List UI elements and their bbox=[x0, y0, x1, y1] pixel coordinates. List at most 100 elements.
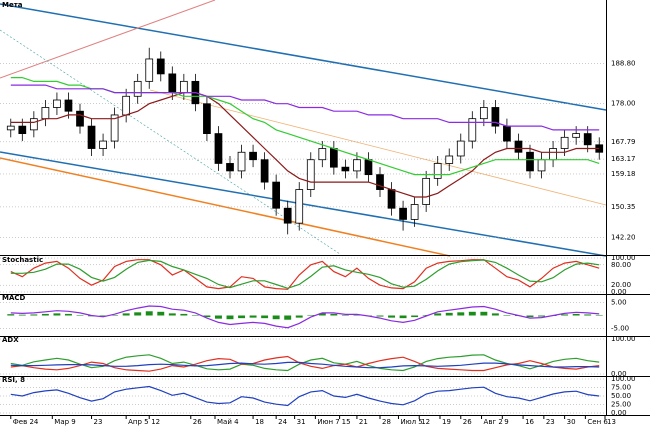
candle-body bbox=[168, 73, 177, 93]
y-tick-label: 100.00 bbox=[611, 335, 636, 343]
series-line bbox=[10, 92, 600, 198]
panel-title: Stochastic bbox=[2, 256, 43, 264]
y-tick-label: 50.00 bbox=[611, 392, 631, 400]
histogram-bar bbox=[422, 314, 430, 316]
candle-body bbox=[491, 107, 500, 127]
x-tick-label: 23 bbox=[94, 418, 103, 426]
trend-line bbox=[0, 0, 216, 79]
y-tick-label: 163.17 bbox=[611, 155, 636, 163]
y-tick-label: 159.18 bbox=[611, 170, 636, 178]
candle-body bbox=[110, 114, 119, 142]
candle-body bbox=[41, 107, 50, 120]
candle-body bbox=[387, 189, 396, 209]
candle-body bbox=[353, 159, 361, 172]
candle-body bbox=[283, 207, 292, 224]
histogram-bar bbox=[468, 311, 476, 316]
histogram-bar bbox=[411, 315, 419, 318]
histogram-bar bbox=[215, 315, 222, 319]
candle-body bbox=[237, 151, 246, 172]
y-tick-label: 80.00 bbox=[611, 261, 631, 269]
panel-title: Мета bbox=[2, 1, 23, 9]
x-tick-label: Июл 5 bbox=[400, 418, 422, 426]
trend-line bbox=[0, 3, 607, 111]
candle-body bbox=[226, 163, 234, 172]
histogram-bar bbox=[595, 314, 603, 316]
x-tick-label: 19 bbox=[442, 418, 451, 426]
candle-body bbox=[572, 133, 581, 138]
candle-body bbox=[53, 99, 61, 108]
histogram-bar bbox=[295, 315, 303, 318]
histogram-bar bbox=[145, 311, 153, 316]
series-line bbox=[10, 259, 600, 290]
y-tick-label: 167.79 bbox=[611, 138, 636, 146]
candle-body bbox=[122, 95, 131, 116]
panel-title: ADX bbox=[2, 336, 19, 344]
y-tick-label: 0.00 bbox=[611, 409, 627, 417]
x-tick-label: Июн 7 bbox=[317, 418, 339, 426]
histogram-bar bbox=[457, 312, 465, 316]
x-tick-label: Май 4 bbox=[217, 418, 239, 426]
histogram-bar bbox=[434, 313, 442, 316]
histogram-bar bbox=[203, 315, 211, 318]
x-tick-label: 26 bbox=[193, 418, 202, 426]
x-tick-label: 9 bbox=[504, 418, 508, 426]
histogram-bar bbox=[376, 315, 384, 317]
x-tick-label: 28 bbox=[382, 418, 391, 426]
histogram-bar bbox=[330, 313, 338, 316]
x-tick-label: 30 bbox=[567, 418, 576, 426]
histogram-bar bbox=[134, 312, 142, 316]
histogram-bar bbox=[168, 313, 176, 316]
y-tick-label: 188.80 bbox=[611, 59, 636, 67]
candle-body bbox=[87, 125, 96, 149]
candle-body bbox=[249, 151, 257, 161]
histogram-bar bbox=[191, 314, 199, 316]
histogram-bar bbox=[111, 314, 119, 316]
histogram-bar bbox=[226, 315, 234, 320]
histogram-bar bbox=[318, 313, 326, 316]
x-tick-label: Фев 24 bbox=[13, 418, 39, 426]
x-tick-label: 26 bbox=[463, 418, 472, 426]
histogram-bar bbox=[99, 315, 107, 317]
x-tick-label: Апр 5 bbox=[128, 418, 149, 426]
candle-body bbox=[479, 107, 488, 120]
candle-body bbox=[76, 110, 84, 127]
candle-body bbox=[514, 140, 523, 153]
candle-body bbox=[260, 159, 269, 183]
histogram-bar bbox=[65, 313, 72, 316]
candle-body bbox=[422, 177, 431, 205]
histogram-bar bbox=[572, 313, 580, 316]
candle-body bbox=[133, 80, 142, 97]
histogram-bar bbox=[584, 314, 592, 316]
candle-body bbox=[410, 204, 419, 220]
candle-body bbox=[583, 133, 592, 146]
candle-body bbox=[203, 103, 211, 134]
histogram-bar bbox=[261, 315, 269, 319]
histogram-bar bbox=[538, 315, 545, 317]
x-tick-label: Авг 2 bbox=[484, 418, 503, 426]
histogram-bar bbox=[272, 315, 280, 320]
x-tick-label: Сен 6 bbox=[587, 418, 608, 426]
y-tick-label: 100.00 bbox=[611, 375, 636, 383]
panel-title: RSI, 8 bbox=[2, 376, 25, 384]
x-tick-label: Мар 9 bbox=[54, 418, 75, 426]
y-tick-label: 75.00 bbox=[611, 384, 631, 392]
candle-body bbox=[64, 99, 73, 112]
candle-body bbox=[503, 125, 511, 142]
candle-body bbox=[18, 125, 27, 134]
candle-body bbox=[433, 163, 442, 179]
histogram-bar bbox=[399, 315, 407, 319]
histogram-bar bbox=[503, 314, 511, 316]
x-tick-label: 12 bbox=[151, 418, 160, 426]
x-tick-label: 24 bbox=[278, 418, 287, 426]
candle-body bbox=[99, 140, 107, 149]
candle-body bbox=[272, 181, 281, 209]
series-line bbox=[10, 354, 600, 372]
series-line bbox=[10, 361, 600, 369]
candle-body bbox=[214, 133, 223, 164]
x-tick-label: 15 bbox=[342, 418, 351, 426]
histogram-bar bbox=[18, 314, 26, 316]
histogram-bar bbox=[353, 314, 361, 316]
series-line bbox=[10, 385, 600, 407]
